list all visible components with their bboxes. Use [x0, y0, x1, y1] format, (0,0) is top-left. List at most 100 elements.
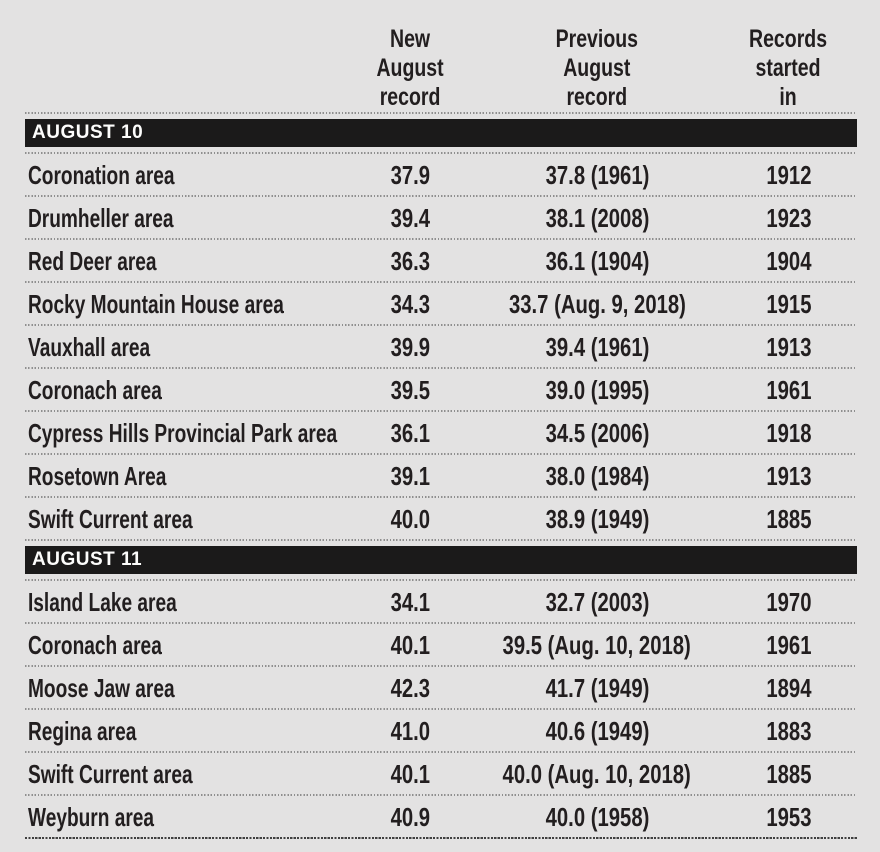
previous-record-value: 38.0 (1984) [545, 461, 649, 491]
previous-record-value: 33.7 (Aug. 9, 2018) [508, 289, 686, 319]
previous-record-cell: 39.5 (Aug. 10, 2018) [490, 630, 704, 661]
area-name: Cypress Hills Provincial Park area [28, 418, 338, 448]
area-cell: Rocky Mountain House area [25, 289, 330, 320]
new-record-value: 39.1 [390, 461, 430, 491]
area-cell: Weyburn area [25, 802, 330, 833]
area-name: Rosetown Area [28, 461, 167, 491]
area-cell: Moose Jaw area [25, 673, 330, 704]
section-rows: Coronation area 37.9 37.8 (1961) 1912 Dr… [25, 154, 857, 541]
area-name: Regina area [28, 716, 137, 746]
previous-record-value: 39.0 (1995) [545, 375, 649, 405]
area-name: Swift Current area [28, 504, 193, 534]
new-record-value: 36.3 [390, 246, 430, 276]
previous-record-value: 36.1 (1904) [545, 246, 649, 276]
records-started-cell: 1883 [704, 716, 857, 747]
previous-record-cell: 38.0 (1984) [490, 461, 704, 492]
row-separator [25, 622, 857, 624]
area-cell: Drumheller area [25, 203, 330, 234]
records-started-value: 1913 [765, 461, 812, 491]
table-row: Moose Jaw area 42.3 41.7 (1949) 1894 [25, 667, 857, 710]
new-record-value: 36.1 [390, 418, 430, 448]
table-row: Coronach area 40.1 39.5 (Aug. 10, 2018) … [25, 624, 857, 667]
column-records-started-in: Records started in [704, 25, 857, 112]
area-cell: Coronation area [25, 160, 330, 191]
section-date-label: AUGUST 11 [32, 549, 143, 570]
area-name: Coronation area [28, 160, 175, 190]
area-cell: Island Lake area [25, 587, 330, 618]
table-row: Red Deer area 36.3 36.1 (1904) 1904 [25, 240, 857, 283]
area-cell: Regina area [25, 716, 330, 747]
area-name: Island Lake area [28, 587, 177, 617]
new-record-value: 40.0 [390, 504, 430, 534]
new-record-cell: 40.1 [330, 759, 490, 790]
table-row: Vauxhall area 39.9 39.4 (1961) 1913 [25, 326, 857, 369]
records-started-cell: 1885 [704, 504, 857, 535]
previous-record-cell: 34.5 (2006) [490, 418, 704, 449]
records-started-value: 1912 [765, 160, 812, 190]
area-name: Vauxhall area [28, 332, 151, 362]
area-name: Moose Jaw area [28, 673, 175, 703]
previous-record-value: 40.0 (1958) [545, 802, 649, 832]
new-record-value: 41.0 [390, 716, 430, 746]
row-separator [25, 195, 857, 197]
records-started-cell: 1912 [704, 160, 857, 191]
records-started-cell: 1970 [704, 587, 857, 618]
new-record-cell: 34.1 [330, 587, 490, 618]
new-record-cell: 37.9 [330, 160, 490, 191]
new-record-cell: 42.3 [330, 673, 490, 704]
previous-record-value: 39.5 (Aug. 10, 2018) [502, 630, 692, 660]
column-header-new-august-record: New August record [376, 25, 444, 111]
records-started-value: 1885 [765, 759, 812, 789]
records-started-cell: 1961 [704, 630, 857, 661]
records-started-value: 1970 [765, 587, 812, 617]
row-separator [25, 238, 857, 240]
area-cell: Coronach area [25, 630, 330, 661]
row-separator [25, 837, 857, 839]
records-started-value: 1961 [765, 375, 812, 405]
records-started-value: 1953 [765, 802, 812, 832]
new-record-cell: 40.0 [330, 504, 490, 535]
new-record-value: 34.1 [390, 587, 430, 617]
row-separator [25, 367, 857, 369]
table-row: Coronation area 37.9 37.8 (1961) 1912 [25, 154, 857, 197]
records-table: New August record Previous August record… [25, 0, 857, 839]
area-cell: Swift Current area [25, 759, 330, 790]
previous-record-cell: 39.4 (1961) [490, 332, 704, 363]
section-separator [25, 152, 857, 154]
previous-record-value: 32.7 (2003) [545, 587, 649, 617]
records-started-value: 1918 [765, 418, 812, 448]
records-started-cell: 1894 [704, 673, 857, 704]
area-name: Rocky Mountain House area [28, 289, 284, 319]
new-record-cell: 40.1 [330, 630, 490, 661]
new-record-cell: 34.3 [330, 289, 490, 320]
records-started-value: 1904 [765, 246, 812, 276]
previous-record-cell: 38.9 (1949) [490, 504, 704, 535]
column-header-previous-august-record: Previous August record [555, 25, 639, 111]
table-row: Drumheller area 39.4 38.1 (2008) 1923 [25, 197, 857, 240]
previous-record-value: 37.8 (1961) [545, 160, 649, 190]
new-record-cell: 39.5 [330, 375, 490, 406]
records-started-cell: 1915 [704, 289, 857, 320]
section-date-label: AUGUST 10 [32, 122, 144, 143]
row-separator [25, 708, 857, 710]
area-name: Red Deer area [28, 246, 157, 276]
previous-record-value: 38.1 (2008) [545, 203, 649, 233]
table-row: Rosetown Area 39.1 38.0 (1984) 1913 [25, 455, 857, 498]
records-started-value: 1913 [765, 332, 812, 362]
column-header-records-started-in: Records started in [749, 25, 828, 111]
previous-record-value: 41.7 (1949) [545, 673, 649, 703]
table-row: Island Lake area 34.1 32.7 (2003) 1970 [25, 581, 857, 624]
row-separator [25, 794, 857, 796]
new-record-value: 39.9 [390, 332, 430, 362]
row-separator [25, 539, 857, 541]
area-cell: Rosetown Area [25, 461, 330, 492]
area-name: Weyburn area [28, 802, 155, 832]
column-previous-august-record: Previous August record [490, 25, 704, 112]
table-row: Coronach area 39.5 39.0 (1995) 1961 [25, 369, 857, 412]
area-cell: Coronach area [25, 375, 330, 406]
previous-record-cell: 39.0 (1995) [490, 375, 704, 406]
previous-record-cell: 41.7 (1949) [490, 673, 704, 704]
new-record-cell: 40.9 [330, 802, 490, 833]
records-started-value: 1961 [765, 630, 812, 660]
